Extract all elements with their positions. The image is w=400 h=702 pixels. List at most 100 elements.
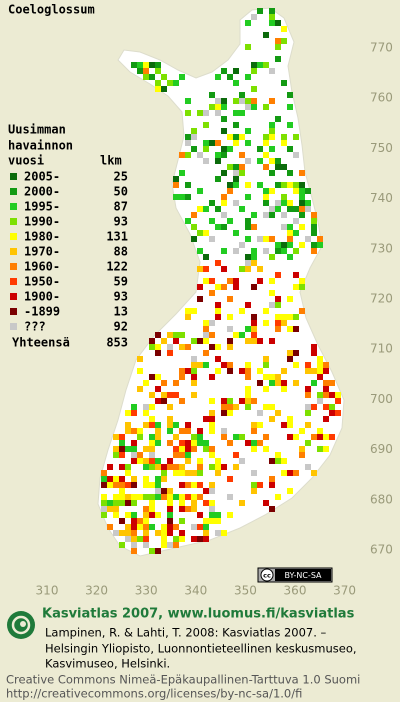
record-square [167,512,173,518]
record-square [317,236,323,242]
record-square [287,230,293,236]
record-square [191,470,197,476]
legend-count: 122 [106,260,128,274]
record-square [227,74,233,80]
record-square [239,308,245,314]
record-square [329,380,335,386]
record-square [215,158,221,164]
legend-swatch [10,293,17,300]
record-square [185,452,191,458]
record-square [269,254,275,260]
record-square [215,512,221,518]
legend: Coeloglossum Uusimman havainnon vuosi lk… [8,3,128,350]
record-square [173,194,179,200]
record-square [185,506,191,512]
record-square [167,530,173,536]
record-square [149,482,155,488]
record-square [167,428,173,434]
badge-text: BY-NC-SA [284,571,322,580]
record-square [143,422,149,428]
record-square [107,524,113,530]
record-square [209,464,215,470]
record-square [197,440,203,446]
record-square [113,446,119,452]
legend-heading: havainnon [8,139,73,153]
record-square [275,182,281,188]
record-square [287,122,293,128]
record-square [185,458,191,464]
record-square [311,248,317,254]
record-square [203,518,209,524]
record-square [269,482,275,488]
record-square [173,422,179,428]
legend-total-count: 853 [106,336,128,350]
record-square [323,446,329,452]
record-square [167,404,173,410]
record-square [275,206,281,212]
record-square [299,284,305,290]
record-square [269,212,275,218]
record-square [131,482,137,488]
record-square [131,404,137,410]
record-square [215,308,221,314]
record-square [167,518,173,524]
record-square [251,446,257,452]
record-square [263,320,269,326]
record-square [203,500,209,506]
citation-line: Kasvimuseo, Helsinki. [45,657,170,671]
legend-count: 131 [106,230,128,244]
record-square [119,518,125,524]
record-square [113,494,119,500]
legend-swatch [10,203,17,210]
record-square [119,500,125,506]
record-square [161,86,167,92]
record-square [185,218,191,224]
record-square [245,386,251,392]
record-square [257,440,263,446]
record-square [257,62,263,68]
legend-total-label: Yhteensä [12,336,70,350]
record-square [281,320,287,326]
record-square [173,470,179,476]
record-square [317,374,323,380]
record-square [149,404,155,410]
legend-count: 88 [114,245,128,259]
record-square [191,380,197,386]
record-square [131,440,137,446]
record-square [305,404,311,410]
record-square [203,326,209,332]
record-square [155,434,161,440]
record-square [203,278,209,284]
record-square [167,464,173,470]
record-square [203,530,209,536]
record-square [233,182,239,188]
record-square [173,176,179,182]
record-square [143,482,149,488]
record-square [323,368,329,374]
record-square [191,392,197,398]
record-square [263,248,269,254]
record-square [155,344,161,350]
record-square [125,524,131,530]
record-square [137,434,143,440]
record-square [251,62,257,68]
record-square [197,152,203,158]
record-square [191,308,197,314]
record-square [299,428,305,434]
record-square [173,338,179,344]
record-square [185,140,191,146]
record-square [209,374,215,380]
record-square [263,362,269,368]
record-square [269,236,275,242]
record-square [275,20,281,26]
record-square [149,392,155,398]
record-square [281,248,287,254]
record-square [101,494,107,500]
record-square [203,206,209,212]
record-square [203,362,209,368]
license-badge: cc BY-NC-SA [257,567,333,583]
record-square [293,248,299,254]
record-square [197,266,203,272]
record-square [197,110,203,116]
